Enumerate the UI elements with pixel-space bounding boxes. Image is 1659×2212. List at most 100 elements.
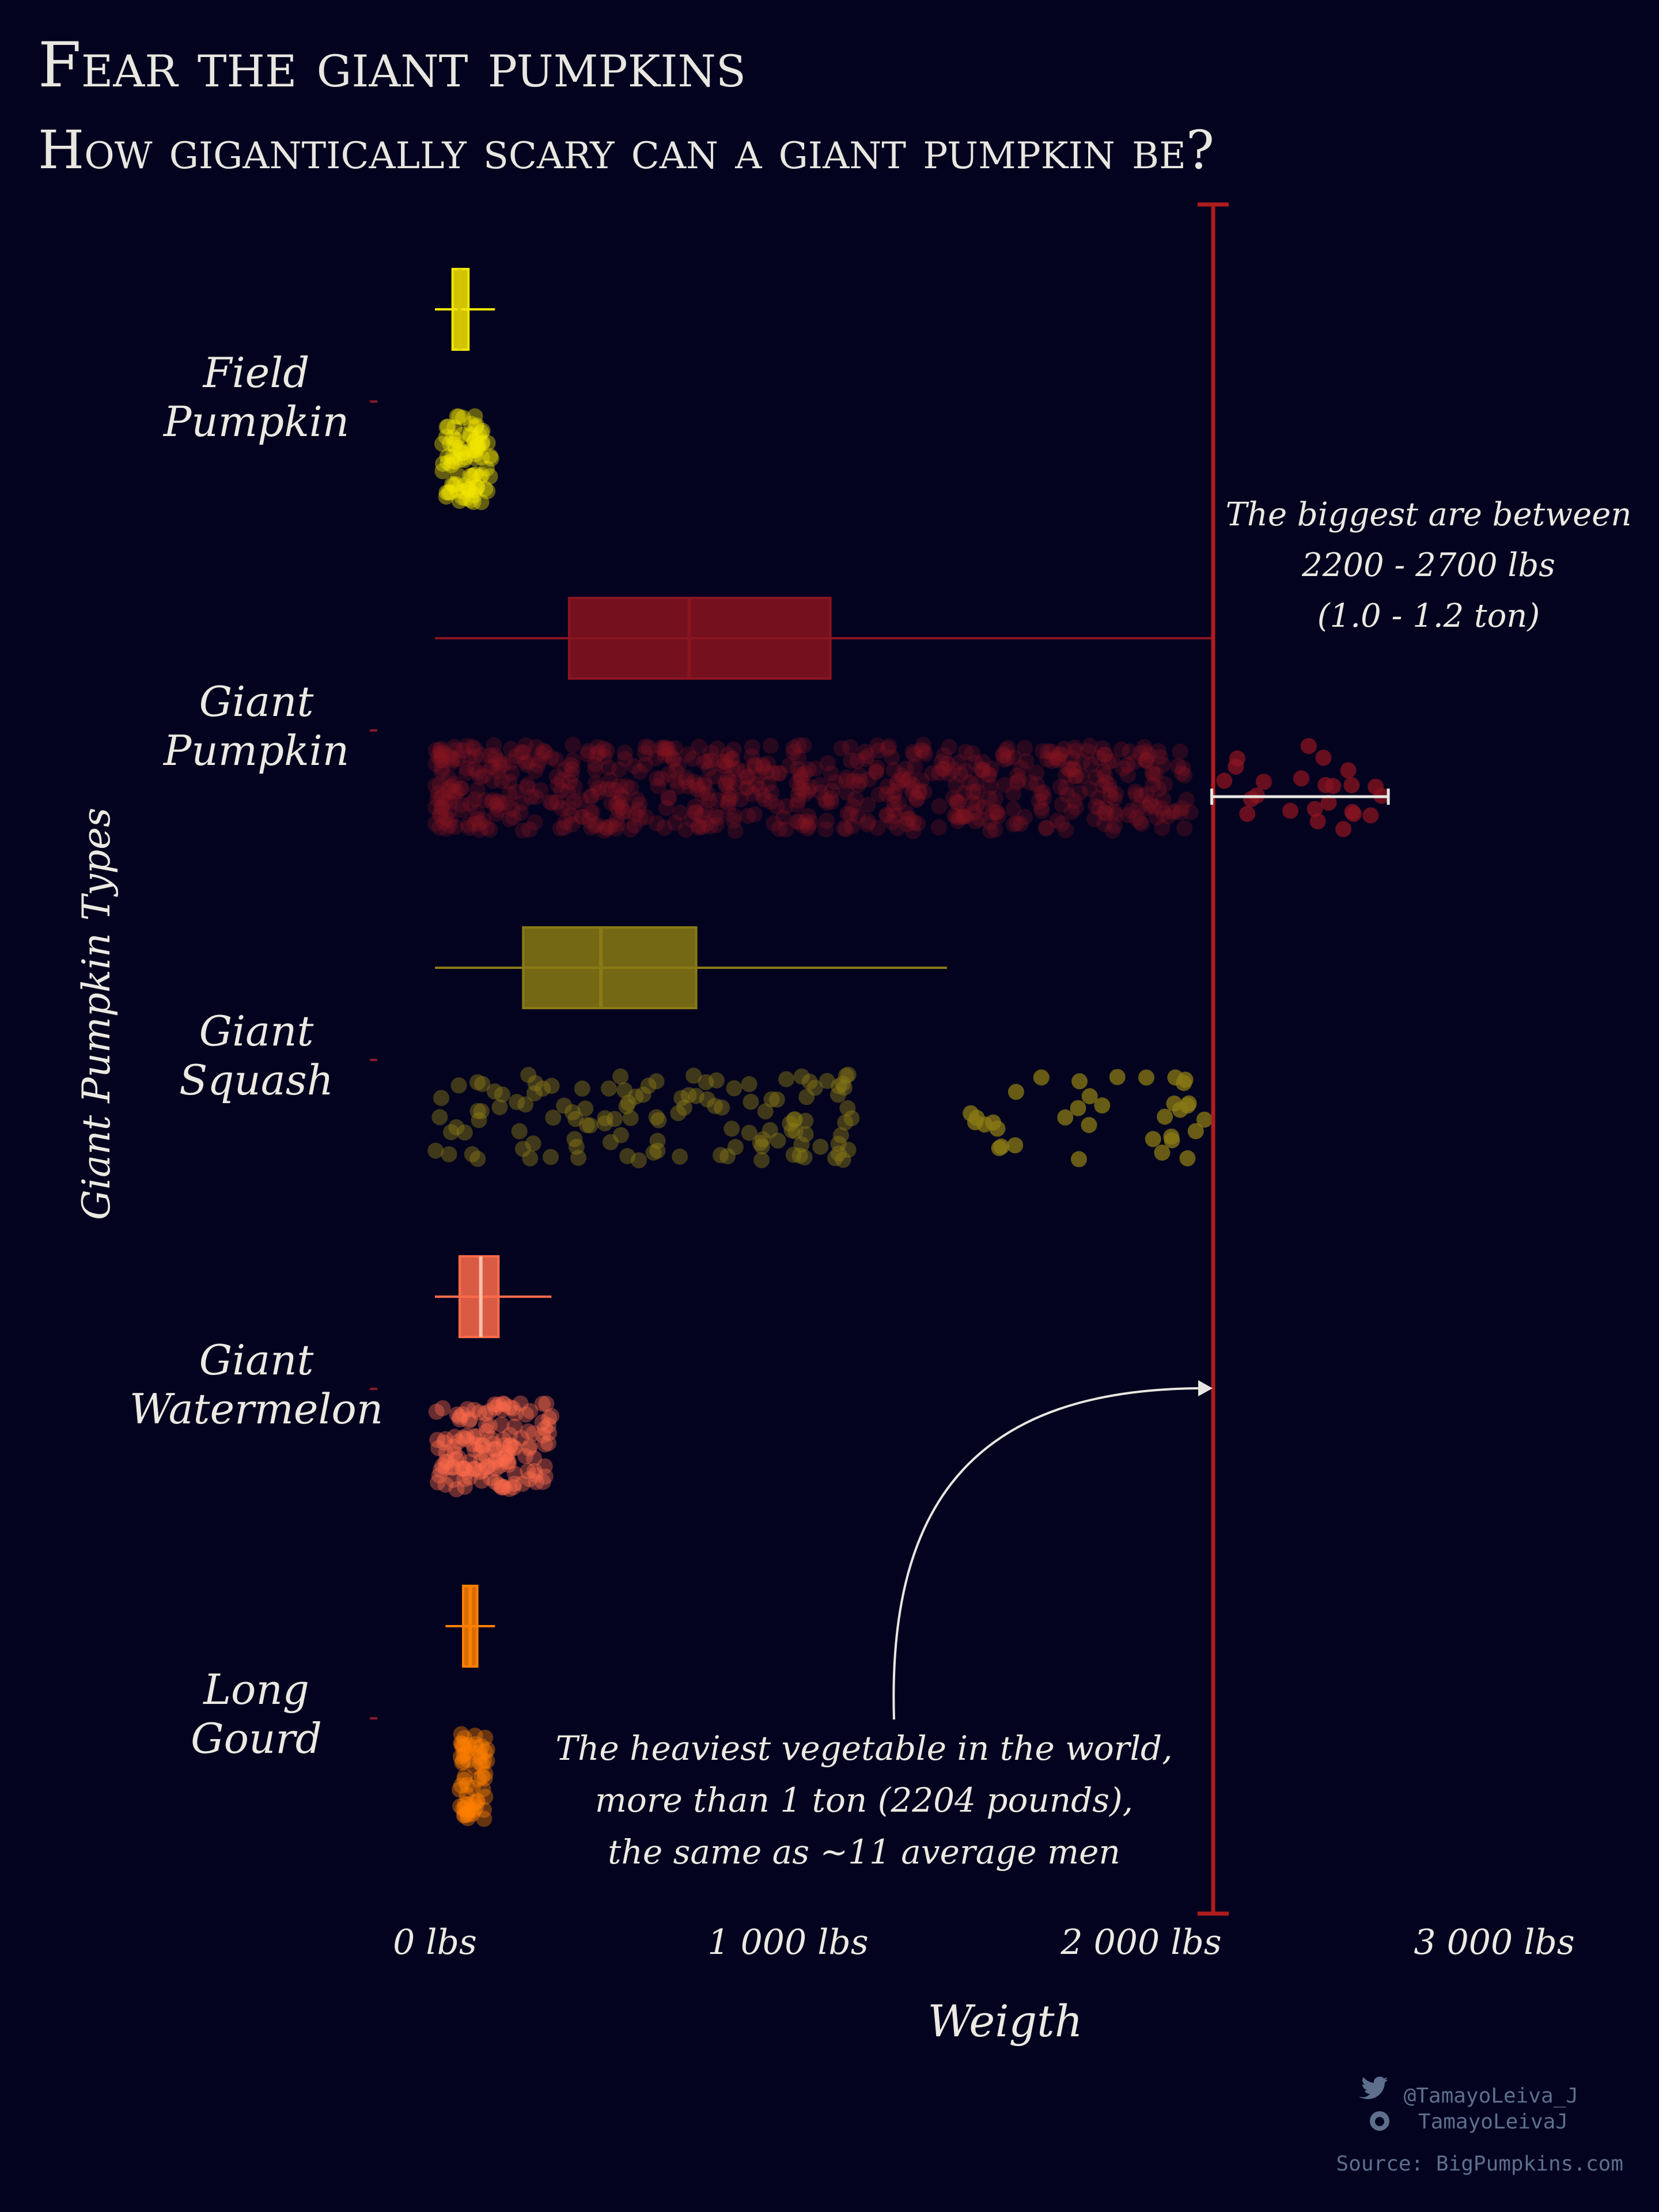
jitter-point bbox=[472, 1464, 488, 1480]
jitter-point bbox=[673, 1090, 690, 1107]
jitter-point bbox=[688, 1088, 704, 1104]
jitter-point bbox=[518, 1406, 534, 1423]
jitter-point bbox=[532, 782, 549, 798]
jitter-point bbox=[1179, 1150, 1196, 1166]
jitter-point bbox=[838, 784, 855, 801]
jitter-point bbox=[563, 757, 579, 774]
jitter-point bbox=[431, 1109, 448, 1126]
jitter-point bbox=[514, 822, 531, 839]
jitter-point bbox=[709, 791, 726, 808]
jitter-point bbox=[951, 754, 968, 771]
jitter-point bbox=[446, 436, 463, 453]
jitter-point bbox=[987, 821, 1003, 838]
jitter-point bbox=[507, 748, 524, 764]
jitter-point bbox=[837, 1114, 854, 1131]
jitter-point bbox=[521, 1438, 538, 1455]
jitter-point bbox=[459, 1796, 475, 1813]
jitter-point bbox=[684, 751, 701, 767]
jitter-point bbox=[488, 797, 505, 814]
jitter-point bbox=[440, 780, 457, 796]
jitter-point bbox=[857, 751, 874, 767]
jitter-point bbox=[884, 814, 900, 830]
jitter-point bbox=[786, 1111, 803, 1128]
jitter-point bbox=[957, 763, 974, 779]
jitter-point bbox=[584, 787, 600, 804]
jitter-point bbox=[475, 812, 492, 828]
jitter-point bbox=[473, 435, 490, 452]
jitter-point bbox=[699, 785, 716, 802]
jitter-point bbox=[746, 756, 763, 773]
jitter-point bbox=[945, 789, 961, 806]
jitter-point bbox=[956, 805, 973, 822]
jitter-point bbox=[623, 779, 639, 796]
jitter-point bbox=[574, 1080, 590, 1097]
jitter-point bbox=[435, 456, 451, 472]
jitter-point bbox=[847, 790, 864, 807]
jitter-point bbox=[1108, 806, 1124, 823]
jitter-point bbox=[941, 766, 957, 782]
jitter-point bbox=[1141, 747, 1157, 763]
jitter-point bbox=[661, 790, 677, 806]
jitter-point bbox=[490, 793, 506, 809]
jitter-point bbox=[999, 750, 1016, 767]
jitter-point bbox=[453, 780, 469, 797]
jitter-point bbox=[816, 791, 833, 808]
annotation-arrow bbox=[892, 1387, 1205, 1720]
jitter-point bbox=[1128, 810, 1145, 827]
jitter-point bbox=[471, 1771, 487, 1787]
jitter-point bbox=[1090, 749, 1107, 766]
jitter-point bbox=[708, 817, 725, 834]
jitter-point bbox=[474, 1756, 491, 1773]
jitter-point bbox=[503, 765, 520, 781]
jitter-point bbox=[467, 408, 483, 425]
jitter-point bbox=[794, 782, 811, 798]
jitter-point bbox=[755, 759, 772, 775]
jitter-point bbox=[622, 1110, 639, 1126]
jitter-point bbox=[438, 809, 454, 826]
jitter-point bbox=[706, 768, 723, 785]
jitter-point bbox=[456, 1460, 472, 1477]
jitter-point bbox=[544, 794, 560, 811]
jitter-point bbox=[461, 1469, 478, 1486]
jitter-point bbox=[835, 820, 852, 836]
jitter-point bbox=[869, 759, 885, 776]
jitter-point bbox=[464, 441, 480, 458]
jitter-point bbox=[1154, 1145, 1171, 1161]
jitter-point bbox=[536, 1421, 553, 1437]
jitter-point bbox=[582, 789, 599, 805]
jitter-point bbox=[560, 783, 576, 800]
jitter-point bbox=[467, 748, 483, 765]
jitter-point bbox=[802, 814, 819, 831]
jitter-point bbox=[445, 448, 461, 465]
jitter-point bbox=[1012, 816, 1029, 832]
jitter-point bbox=[556, 762, 573, 778]
jitter-point bbox=[845, 772, 862, 789]
jitter-point bbox=[899, 810, 916, 827]
jitter-point bbox=[714, 1099, 730, 1116]
jitter-point bbox=[450, 1450, 467, 1467]
jitter-point bbox=[1145, 777, 1161, 793]
jitter-point bbox=[812, 777, 828, 793]
jitter-point bbox=[812, 784, 829, 801]
jitter-point bbox=[482, 821, 498, 838]
jitter-point bbox=[478, 1416, 494, 1433]
jitter-point bbox=[517, 1096, 534, 1113]
jitter-point bbox=[540, 1417, 556, 1434]
jitter-point bbox=[967, 755, 984, 771]
jitter-point bbox=[457, 1745, 474, 1762]
jitter-point bbox=[597, 819, 613, 835]
jitter-point bbox=[448, 432, 464, 449]
jitter-point bbox=[842, 738, 858, 755]
jitter-point bbox=[650, 1112, 667, 1128]
jitter-point bbox=[838, 769, 855, 786]
jitter-point bbox=[598, 781, 615, 797]
jitter-point bbox=[608, 820, 624, 837]
jitter-point bbox=[1009, 767, 1025, 784]
jitter-point bbox=[697, 802, 713, 819]
jitter-point bbox=[448, 476, 464, 493]
jitter-point bbox=[455, 483, 472, 499]
jitter-point bbox=[603, 781, 620, 798]
jitter-point bbox=[1109, 1069, 1126, 1085]
jitter-point bbox=[617, 751, 634, 767]
jitter-point bbox=[665, 750, 681, 767]
